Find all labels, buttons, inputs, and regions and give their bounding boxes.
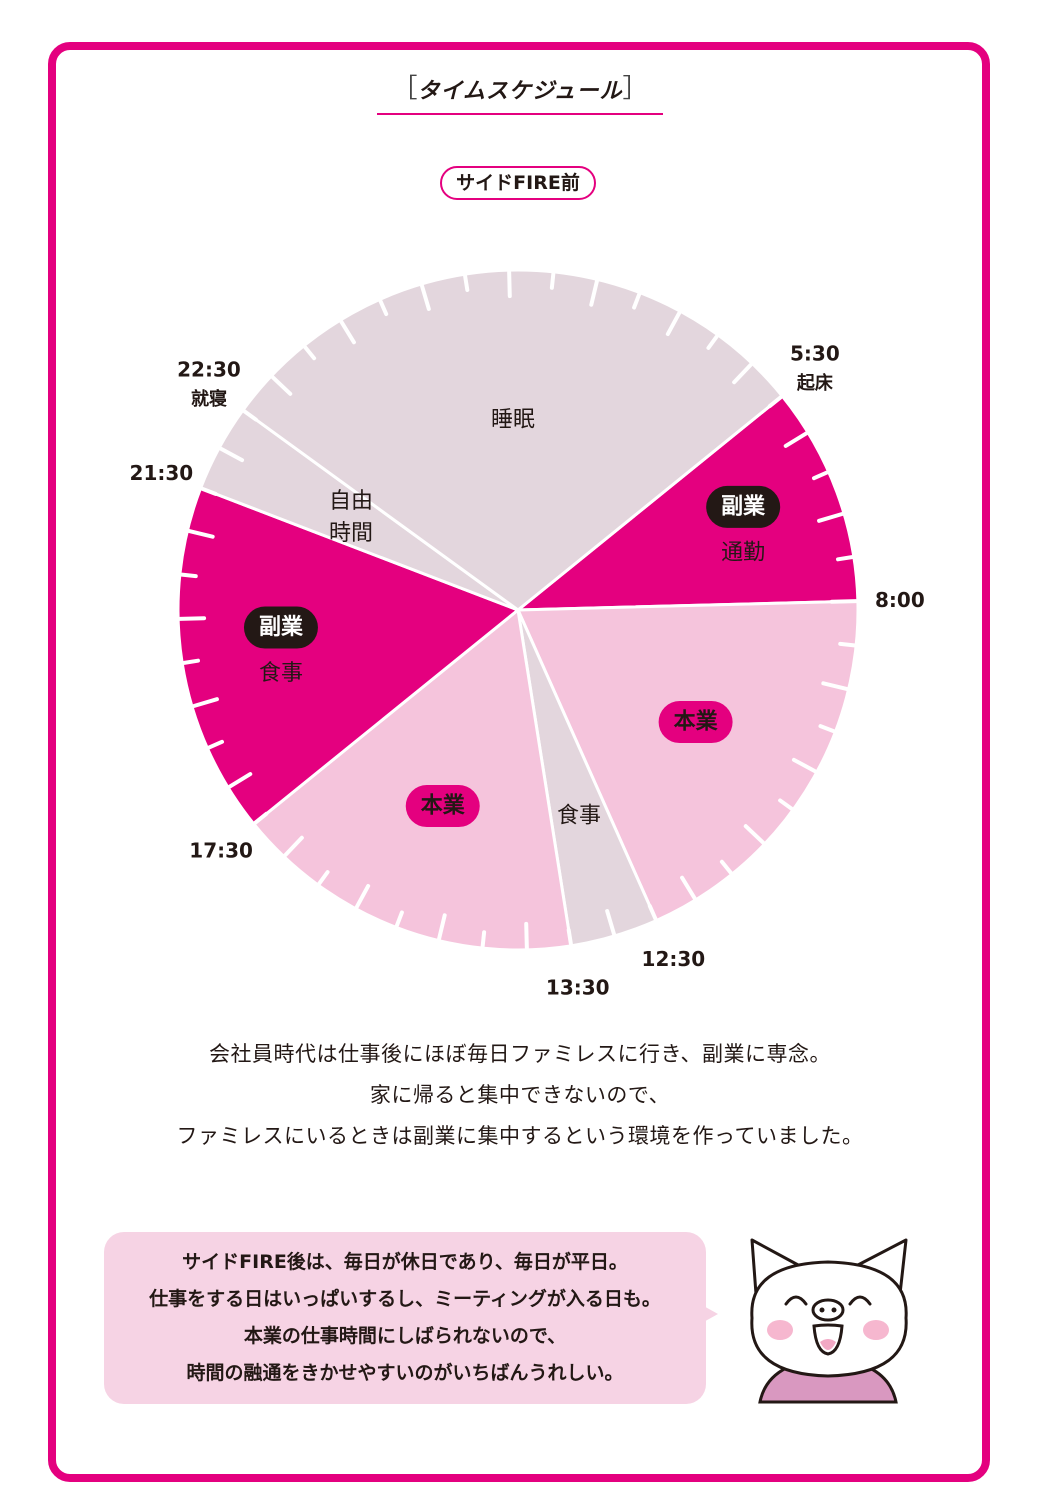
time-label: 12:30 — [642, 947, 706, 971]
header-title: タイムスケジュール — [417, 79, 623, 104]
clock-tick — [665, 310, 682, 337]
clock-tick — [791, 757, 818, 774]
segment-tag-label: 副業 — [259, 615, 304, 640]
clock-tick — [778, 798, 794, 811]
clock-tick — [589, 279, 599, 307]
clock-tick — [178, 616, 207, 621]
segment-label: 時間 — [329, 521, 373, 546]
speech-bubble-tail — [700, 1304, 718, 1324]
segment-tag-label: 副業 — [721, 494, 766, 519]
caption-line: 家に帰ると集中できないので、 — [369, 1083, 671, 1107]
section-header: ［タイムスケジュール］ — [0, 66, 1040, 115]
segment-label: 食事 — [259, 661, 303, 686]
clock-tick — [632, 292, 642, 310]
clock-tick — [253, 811, 269, 825]
clock-tick — [680, 875, 697, 901]
bracket-left-icon: ［ — [391, 74, 418, 104]
segment-tag-label: 本業 — [421, 794, 466, 819]
bracket-right-icon: ］ — [622, 74, 649, 104]
clock-tick — [378, 299, 389, 317]
time-label: 22:30 — [177, 357, 241, 381]
clock-tick — [811, 470, 829, 481]
clock-tick — [767, 395, 783, 409]
clock-tick — [507, 270, 512, 299]
caption-line: ファミレスにいるときは副業に集中するという環境を作っていました。 — [176, 1124, 864, 1148]
clock-tick — [420, 283, 431, 311]
pig-character-icon — [750, 1238, 908, 1404]
segment-tag-pill — [706, 485, 781, 528]
clock-tick — [818, 724, 836, 734]
clock-tick — [339, 319, 356, 345]
clock-tick — [242, 409, 258, 422]
segment-wedge — [516, 599, 860, 923]
clock-tick — [719, 859, 733, 875]
clock-tick — [480, 930, 487, 949]
segment-tag-pill — [658, 701, 733, 744]
clock-tick — [179, 572, 198, 579]
clock-tick — [187, 529, 215, 539]
bubble-line: 仕事をする日はいっぱいするし、ミーティングが入る日も。 — [149, 1288, 661, 1310]
clock-tick — [732, 362, 753, 385]
segment-label: 自由 — [329, 489, 373, 514]
time-note: 就寝 — [191, 388, 227, 410]
clock-tick — [207, 739, 225, 750]
speech-bubble: サイドFIRE後は、毎日が休日であり、毎日が平日。 仕事をする日はいっぱいするし… — [104, 1232, 706, 1404]
segment-tag-label: 本業 — [674, 710, 719, 735]
clock-tick — [743, 824, 766, 845]
caption-line: 会社員時代は仕事後にほぼ毎日ファミレスに行き、副業に専念。 — [208, 1042, 832, 1066]
clock-tick — [270, 375, 293, 396]
clock-tick — [394, 910, 404, 928]
time-label: 5:30 — [790, 342, 840, 366]
clock-tick — [605, 909, 616, 937]
segment-tag-pill — [243, 606, 318, 649]
segment-tag-pill — [405, 785, 480, 828]
clock-tick — [821, 681, 849, 691]
clock-tick — [829, 599, 858, 604]
clock-tick — [783, 431, 809, 448]
clock-tick — [182, 658, 200, 665]
segment-wedge — [516, 394, 860, 612]
time-note: 起床 — [796, 372, 834, 394]
time-label: 17:30 — [189, 838, 253, 862]
clock-tick — [227, 772, 253, 789]
time-label: 13:30 — [546, 975, 610, 999]
caption: 会社員時代は仕事後にほぼ毎日ファミレスに行き、副業に専念。 家に帰ると集中できな… — [0, 1034, 1040, 1157]
clock-tick — [838, 641, 857, 648]
time-label: 8:00 — [875, 588, 925, 612]
diagram-title: サイドFIRE前 — [440, 166, 596, 200]
clock-tick — [524, 921, 529, 950]
clock-tick — [817, 512, 845, 523]
segment-label: 睡眠 — [491, 408, 535, 433]
bubble-line: サイドFIRE後は、毎日が休日であり、毎日が平日。 — [182, 1251, 628, 1273]
clock-tick — [549, 271, 556, 290]
time-label: 21:30 — [130, 461, 194, 485]
time-schedule-clock-diagram: 副業通勤本業食事本業副業食事自由時間睡眠22:30就寝21:305:30起床17… — [130, 268, 925, 999]
clock-tick — [647, 903, 658, 921]
clock-tick — [283, 835, 304, 858]
clock-tick — [566, 928, 573, 946]
clock-tick — [191, 697, 219, 708]
segment-label: 食事 — [557, 804, 601, 829]
clock-tick — [354, 883, 371, 910]
segment-label: 通勤 — [721, 540, 765, 565]
clock-tick — [200, 486, 218, 496]
bubble-line: 本業の仕事時間にしばられないので、 — [243, 1325, 567, 1347]
header-underline: ［タイムスケジュール］ — [377, 66, 663, 115]
clock-tick — [463, 274, 470, 292]
clock-tick — [303, 345, 317, 361]
clock-tick — [836, 555, 854, 562]
segment-wedge — [252, 608, 573, 952]
clock-tick — [218, 446, 245, 463]
clock-tick — [317, 870, 330, 886]
clock-tick — [706, 334, 719, 350]
bubble-line: 時間の融通をきかせやすいのがいちばんうれしい。 — [186, 1362, 624, 1384]
clock-tick — [437, 913, 447, 941]
